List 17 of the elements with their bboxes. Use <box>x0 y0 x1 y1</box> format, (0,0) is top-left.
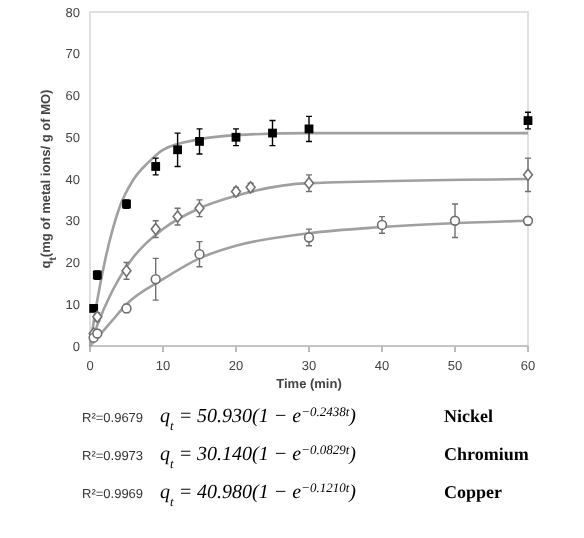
point <box>150 274 161 285</box>
text: Nickel <box>444 406 494 426</box>
text: Chromium <box>444 444 530 464</box>
text: q$_{t}$ = 40.980(1 − e$^{−0.1210t}$) <box>160 481 358 509</box>
point <box>173 145 182 155</box>
text: q$_{t}$ = 50.930(1 − e$^{−0.2438t}$) <box>160 405 358 433</box>
point <box>523 116 533 125</box>
point <box>194 248 205 260</box>
point <box>89 304 99 313</box>
point <box>449 215 461 226</box>
point <box>151 162 161 171</box>
point <box>231 132 241 142</box>
point <box>268 128 277 138</box>
text: q$_{t}$ = 30.140(1 − e$^{−0.0829t}$) <box>160 443 358 471</box>
point <box>195 137 204 146</box>
point <box>522 168 534 182</box>
text: Copper <box>444 482 503 502</box>
